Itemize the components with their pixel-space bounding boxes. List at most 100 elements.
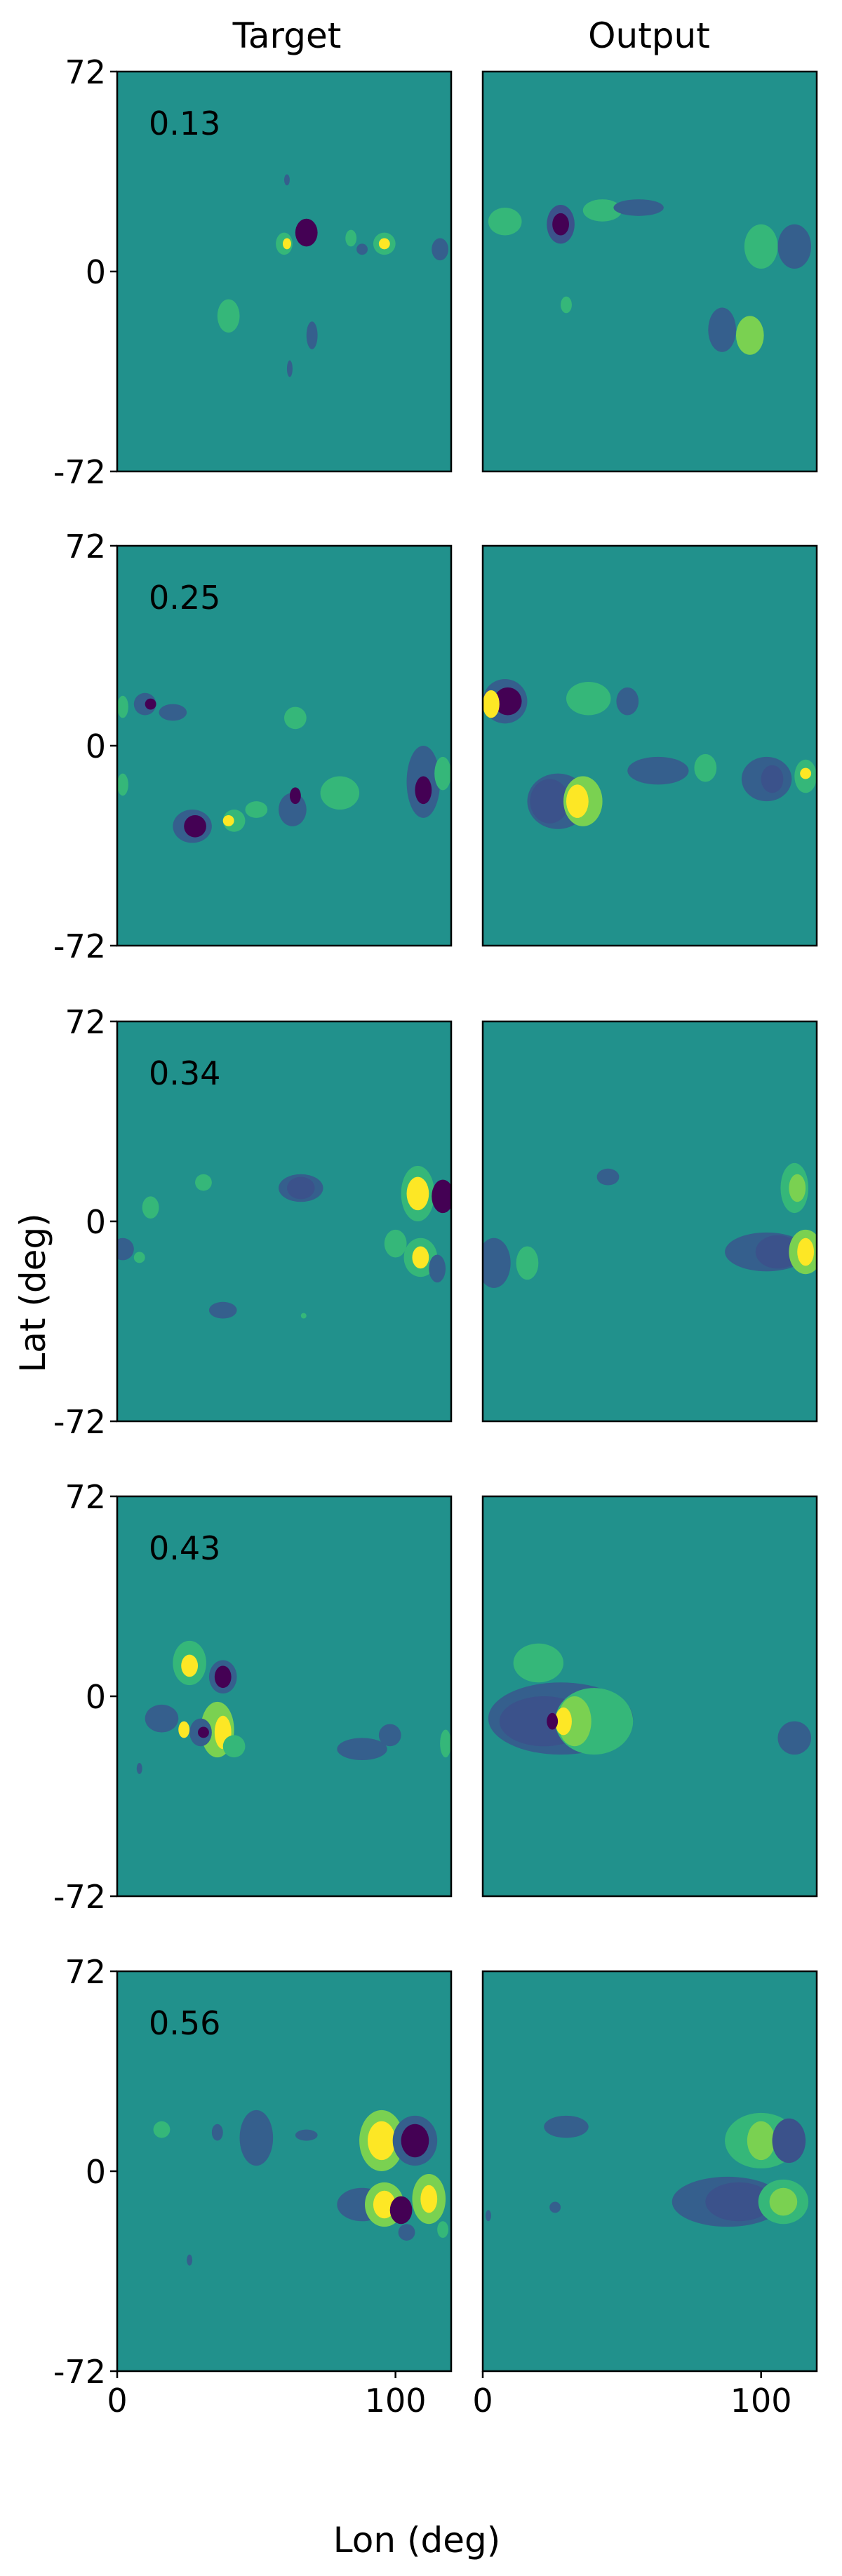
heatmap-blob — [552, 213, 569, 236]
heatmap-blob — [145, 1704, 179, 1733]
panel-background — [483, 1971, 817, 2371]
heatmap-blob — [153, 2121, 171, 2138]
heatmap-blob — [222, 814, 234, 826]
heatmap-blob — [217, 299, 240, 333]
heatmap-blob — [222, 810, 246, 832]
heatmap-blob — [777, 1721, 812, 1755]
heatmap-blob — [485, 2210, 491, 2222]
heatmap-blob — [195, 1174, 212, 1191]
heatmap-blob — [245, 801, 268, 818]
heatmap-blob — [434, 756, 451, 791]
heatmap-blob — [356, 243, 368, 255]
heatmap-blob — [415, 776, 432, 805]
heatmap-blob — [289, 787, 301, 805]
heatmap-blob — [306, 321, 318, 349]
panel-background — [117, 1496, 451, 1896]
heatmap-blob — [429, 1254, 446, 1283]
heatmap-blob — [561, 296, 572, 314]
heatmap-blob — [398, 2224, 415, 2241]
heatmap-blob — [378, 1724, 401, 1747]
heatmap-blob — [747, 2121, 775, 2161]
panel-target-4 — [117, 1496, 451, 1896]
heatmap-blob — [616, 687, 639, 716]
heatmap-blob — [547, 1712, 559, 1730]
heatmap-blob — [198, 1726, 209, 1738]
panel-frame — [481, 1020, 818, 1423]
panel-value-label: 0.13 — [149, 105, 220, 142]
x-tick-label: 0 — [472, 2382, 493, 2420]
heatmap-blob — [286, 360, 293, 377]
x-tick-label: 0 — [107, 2382, 127, 2420]
heatmap-blob — [337, 1738, 387, 1761]
heatmap-blob — [797, 1237, 815, 1266]
heatmap-blob — [772, 2118, 806, 2164]
x-tick-label: 100 — [730, 2382, 792, 2420]
y-tick-label: -72 — [53, 1878, 106, 1916]
heatmap-blob — [133, 1252, 145, 1263]
heatmap-blob — [694, 753, 717, 782]
heatmap-blob — [755, 1235, 801, 1269]
y-tick-label: 0 — [86, 727, 106, 765]
heatmap-blob — [440, 1729, 451, 1758]
heatmap-blob — [555, 1707, 572, 1736]
heatmap-blob — [432, 1179, 451, 1214]
heatmap-blob — [401, 2124, 429, 2158]
heatmap-blob — [705, 2182, 773, 2222]
panel-target-2 — [117, 546, 451, 946]
column-title-target: Target — [232, 15, 342, 56]
heatmap-blob — [761, 765, 784, 793]
panel-target-3 — [117, 1021, 451, 1421]
heatmap-blob — [582, 199, 622, 222]
heatmap-blob — [420, 2185, 438, 2213]
panel-frame — [481, 544, 818, 947]
heatmap-blob — [412, 1246, 429, 1269]
heatmap-blob — [368, 2121, 396, 2161]
heatmap-blob — [566, 681, 611, 716]
panel-background — [483, 1021, 817, 1421]
y-tick-label: -72 — [53, 1403, 106, 1441]
heatmap-blob — [544, 2115, 589, 2138]
heatmap-blob — [373, 2190, 396, 2219]
heatmap-blob — [345, 229, 357, 247]
heatmap-blob — [214, 1665, 232, 1689]
heatmap-blob — [181, 1654, 199, 1677]
heatmap-blob — [279, 793, 307, 826]
heatmap-blob — [184, 814, 206, 838]
heatmap-blob — [513, 1643, 564, 1683]
panel-background — [483, 546, 817, 946]
panel-target-1 — [117, 72, 451, 471]
y-tick-label: 0 — [86, 1678, 106, 1716]
heatmap-blob — [483, 1237, 511, 1288]
heatmap-blob — [300, 1313, 307, 1319]
panel-target-5 — [117, 1971, 451, 2371]
heatmap-blob — [483, 690, 500, 718]
heatmap-blob — [384, 1229, 407, 1258]
heatmap-blob — [159, 704, 187, 721]
x-tick-label: 100 — [365, 2382, 427, 2420]
panels: 0.13720-720.25720-720.34720-720.43720-72… — [53, 53, 818, 2420]
column-title-output: Output — [588, 15, 710, 56]
heatmap-blob — [789, 1174, 806, 1202]
heatmap-blob — [777, 224, 812, 269]
y-tick-label: -72 — [53, 453, 106, 491]
panel-background — [117, 72, 451, 471]
heatmap-blob — [187, 2254, 193, 2266]
heatmap-blob — [178, 1721, 190, 1738]
y-tick-label: 72 — [65, 1478, 106, 1516]
y-tick-label: 0 — [86, 1203, 106, 1241]
heatmap-blob — [117, 695, 128, 718]
heatmap-blob — [549, 2201, 561, 2213]
heatmap-blob — [389, 2196, 413, 2225]
panel-frame — [481, 1495, 818, 1898]
y-tick-label: -72 — [53, 2353, 106, 2391]
panel-frame — [481, 1970, 818, 2373]
heatmap-blob — [406, 1176, 429, 1211]
heatmap-blob — [378, 238, 390, 250]
heatmap-blob — [566, 784, 589, 818]
y-tick-label: 0 — [86, 253, 106, 291]
panel-value-label: 0.56 — [149, 2004, 220, 2042]
heatmap-blob — [437, 2221, 449, 2238]
heatmap-blob — [145, 698, 156, 710]
panel-frame — [481, 70, 818, 473]
heatmap-blob — [286, 1176, 315, 1200]
